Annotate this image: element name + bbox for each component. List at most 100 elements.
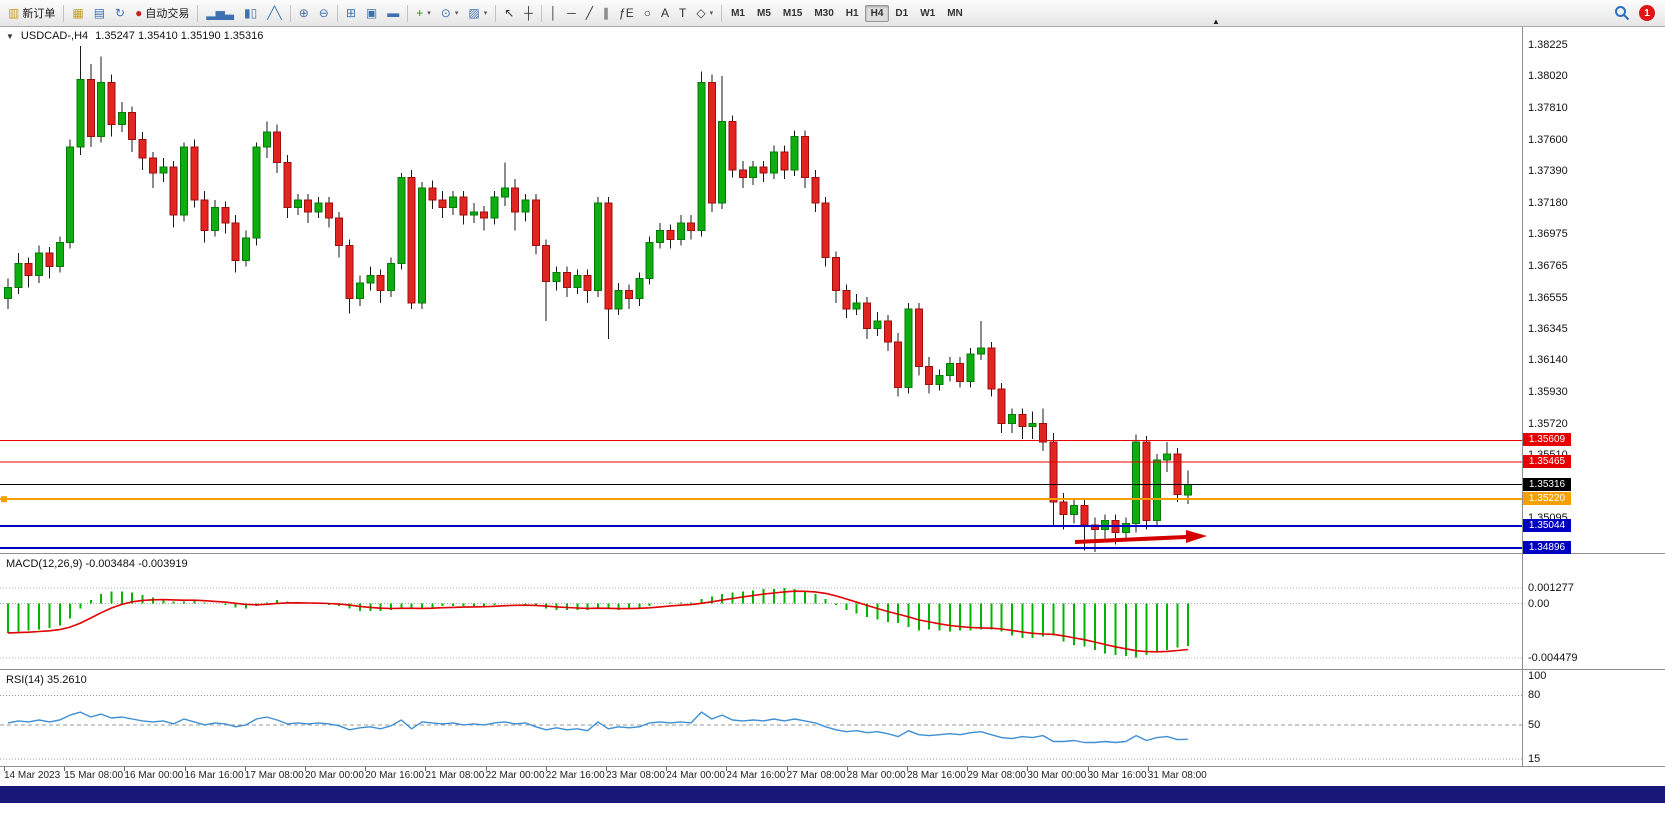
horizontal-line-button[interactable]: ─ — [562, 2, 581, 25]
candle-bearish — [800, 136, 809, 178]
price-axis-label: 1.36975 — [1527, 228, 1569, 241]
chart-titlebar: ▼ USDCAD-,H4 1.35247 1.35410 1.35190 1.3… — [6, 30, 263, 42]
candle-bullish — [211, 207, 219, 231]
zoom-out-button[interactable]: ⊖ — [314, 2, 334, 25]
time-axis-tick — [365, 767, 367, 771]
search-button[interactable] — [1614, 5, 1630, 21]
fibonacci-icon: ƒE — [619, 6, 634, 20]
candle-bearish — [531, 199, 540, 246]
indicators-icon: + — [416, 6, 424, 20]
macd-panel — [0, 587, 1522, 659]
rsi-line — [7, 711, 1188, 744]
candle-bearish — [1059, 501, 1068, 515]
trend-arrow[interactable] — [1074, 535, 1187, 544]
time-axis-tick — [967, 767, 969, 771]
candle-bullish — [418, 187, 426, 304]
price-axis-label: 1.37810 — [1527, 101, 1569, 114]
autotrade-button[interactable]: ● 自动交易 — [130, 2, 194, 25]
price-badge: 1.35220 — [1523, 492, 1571, 506]
price-badge: 1.35044 — [1523, 518, 1571, 532]
candle-bullish — [242, 237, 251, 262]
candle-bullish — [386, 263, 395, 292]
candle-bullish — [614, 290, 623, 310]
label-button[interactable]: T — [674, 2, 691, 25]
candle-bullish — [66, 146, 75, 243]
candlestick-chart-button[interactable]: ▮▯ — [239, 2, 262, 25]
templates-button[interactable]: ▨ ▾ — [463, 2, 492, 25]
zoom-in-button[interactable]: ⊕ — [294, 2, 314, 25]
trendline-button[interactable]: ╱ — [581, 2, 598, 25]
time-axis-label: 15 Mar 08:00 — [64, 770, 124, 781]
time-axis-label: 29 Mar 08:00 — [967, 770, 1027, 781]
timeframe-m30-button[interactable]: M30 — [814, 7, 834, 19]
time-axis-label: 24 Mar 16:00 — [726, 770, 786, 781]
price-axis-label: 1.38225 — [1527, 39, 1569, 52]
channel-icon: ∥ — [603, 6, 610, 20]
trend-arrow-head[interactable] — [1186, 530, 1207, 543]
line-chart-button[interactable]: ╱╲ — [262, 2, 286, 25]
arrows-button[interactable]: ◇ ▾ — [691, 2, 718, 25]
notification-badge[interactable]: 1 — [1639, 5, 1655, 21]
candle-bearish — [45, 252, 54, 268]
panel-splitter-rsi[interactable] — [0, 669, 1665, 670]
timeframe-h1-button[interactable]: H1 — [845, 7, 859, 19]
terminal-button[interactable]: ▦ — [67, 2, 88, 25]
macd-histogram — [7, 587, 1189, 658]
timeframe-m5-button[interactable]: M5 — [756, 7, 771, 19]
candle-bearish — [148, 157, 157, 174]
timeframe-mn-button[interactable]: MN — [947, 7, 963, 19]
candle-bearish — [376, 275, 385, 292]
strategy-tester-button[interactable]: ↻ — [110, 2, 130, 25]
cursor-button[interactable]: ↖ — [499, 2, 519, 25]
timeframe-w1-button[interactable]: W1 — [920, 7, 936, 19]
candle-bearish — [169, 166, 178, 216]
line-handle[interactable] — [1, 496, 7, 503]
price-badge: 1.35609 — [1523, 433, 1571, 447]
chart-menu-icon[interactable]: ▼ — [6, 31, 14, 41]
toolbar-separator — [495, 4, 497, 22]
candle-bullish — [790, 136, 799, 171]
indicators-button[interactable]: + ▾ — [411, 2, 436, 25]
candle-bearish — [335, 217, 344, 246]
macd-signal-line — [7, 590, 1188, 653]
panel-splitter-macd[interactable] — [0, 553, 1665, 554]
candle-bullish — [1152, 459, 1161, 521]
bar-chart-button[interactable]: ▂▅▃ — [201, 2, 239, 25]
timeframe-m1-button[interactable]: M1 — [731, 7, 745, 19]
text-button[interactable]: A — [656, 2, 674, 25]
timeframe-h4-button[interactable]: H4 — [864, 4, 890, 22]
cascade-windows-button[interactable]: ▣ — [361, 2, 382, 25]
fibonacci-button[interactable]: ƒE — [614, 2, 639, 25]
candle-bearish — [221, 207, 230, 224]
new-order-button[interactable]: ▥ 新订单 — [3, 2, 60, 25]
candle-bearish — [842, 290, 851, 310]
tile-windows-button[interactable]: ⊞ — [341, 2, 361, 25]
toolbar-separator — [721, 4, 723, 22]
candle-bearish — [459, 196, 468, 216]
candle-bullish — [1121, 522, 1130, 533]
macd-axis-label: 0.00 — [1527, 597, 1551, 610]
arrange-windows-button[interactable]: ▬ — [382, 2, 404, 25]
vertical-line-button[interactable]: │ — [545, 2, 563, 25]
arrows-icon: ◇ — [696, 6, 706, 20]
channel-button[interactable]: ∥ — [598, 2, 614, 25]
charts-button[interactable]: ▤ — [89, 2, 110, 25]
price-axis-label: 1.36140 — [1527, 354, 1569, 367]
charts-icon: ▤ — [93, 6, 106, 20]
toolbar-separator — [63, 4, 65, 22]
candle-bearish — [562, 272, 571, 289]
candle-bearish — [86, 78, 95, 138]
candle-bearish — [324, 202, 333, 219]
toolbar-separator — [407, 4, 409, 22]
strategy-tester-icon: ↻ — [115, 6, 126, 20]
periods-button[interactable]: ⊙ ▾ — [436, 2, 464, 25]
time-axis-label: 30 Mar 00:00 — [1027, 770, 1087, 781]
search-icon — [1615, 6, 1630, 21]
shapes-button[interactable]: ○ — [639, 2, 656, 25]
timeframe-d1-button[interactable]: D1 — [895, 7, 909, 19]
price-badge: 1.34896 — [1523, 541, 1571, 555]
candle-bearish — [428, 187, 437, 201]
crosshair-button[interactable]: ┼ — [519, 2, 538, 25]
rsi-axis-label: 50 — [1527, 718, 1542, 731]
timeframe-m15-button[interactable]: M15 — [782, 7, 803, 19]
